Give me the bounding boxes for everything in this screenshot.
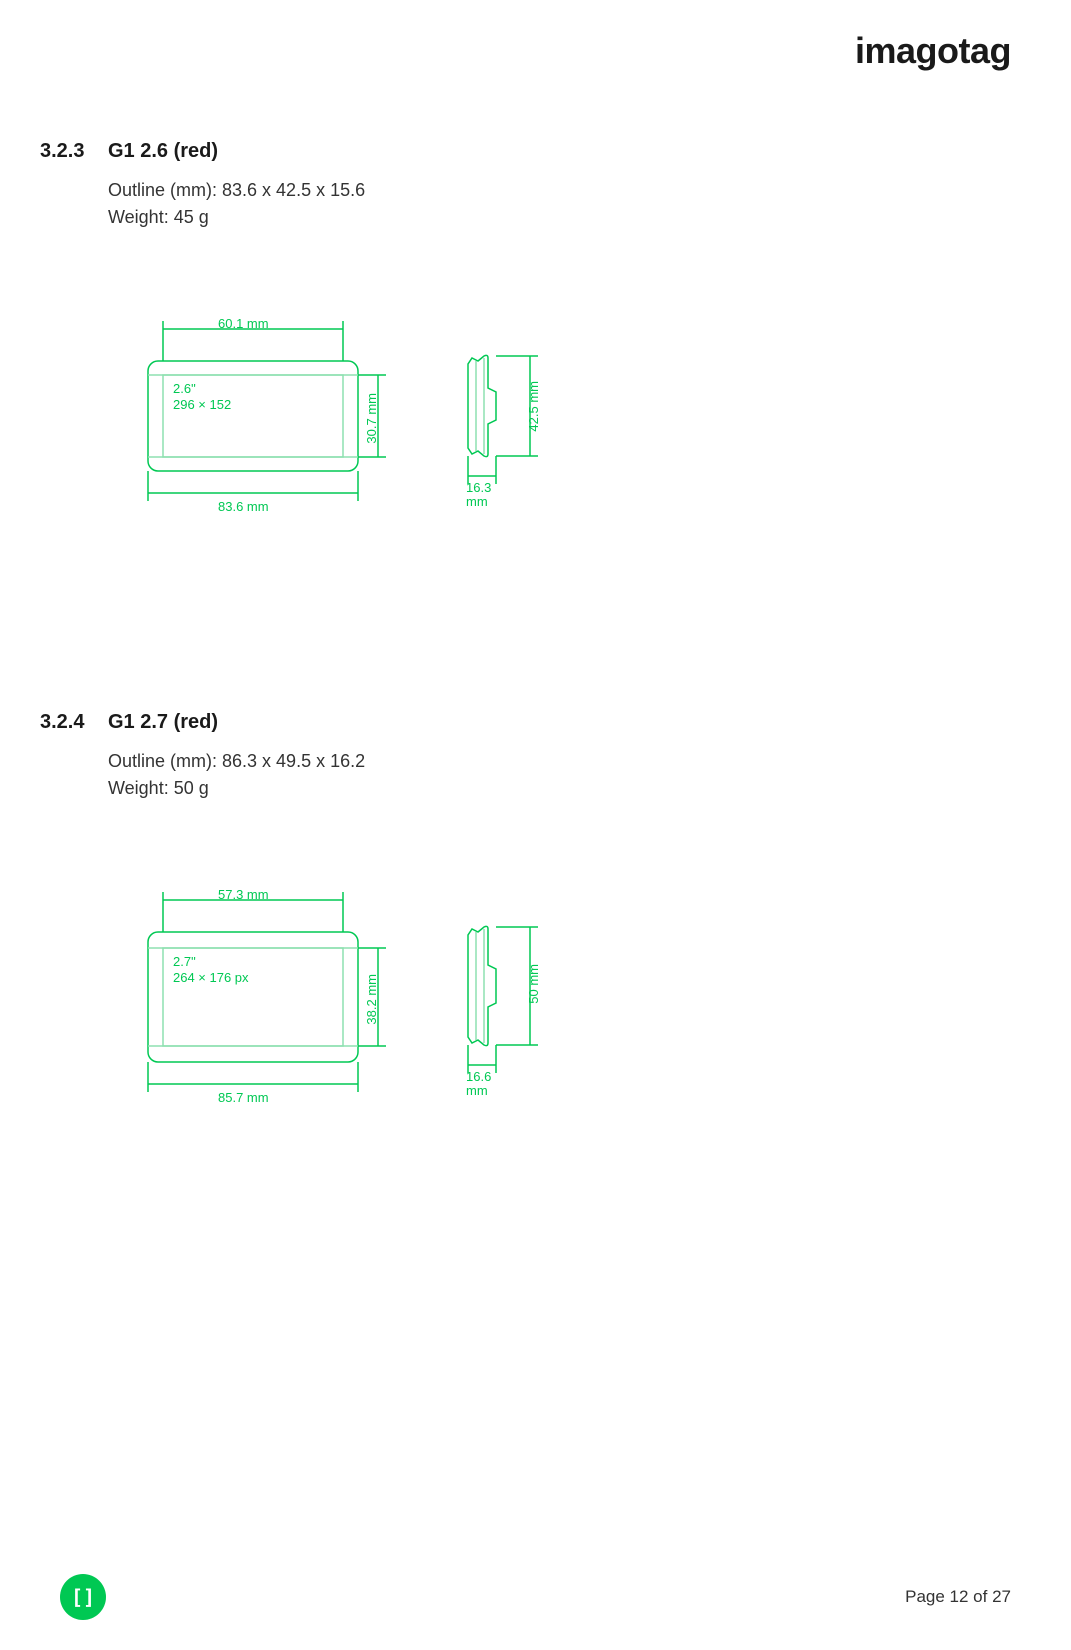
screen-res-label: 296 × 152	[173, 397, 231, 412]
dim-side-depth: 16.6 mm	[466, 1070, 491, 1099]
outline-spec: Outline (mm): 86.3 x 49.5 x 16.2	[108, 748, 1011, 775]
dim-screen-height: 38.2 mm	[364, 974, 379, 1025]
weight-spec: Weight: 50 g	[108, 775, 1011, 802]
section-number: 3.2.3	[40, 140, 90, 581]
diagram-g1-2-6: 60.1 mm 2.6" 296 × 152 83.6 mm 30.7 mm	[108, 321, 1011, 581]
screen-res-label: 264 × 176 px	[173, 970, 249, 985]
outline-spec: Outline (mm): 83.6 x 42.5 x 15.6	[108, 177, 1011, 204]
dim-top-width: 60.1 mm	[218, 316, 269, 331]
dim-top-width: 57.3 mm	[218, 887, 269, 902]
depth-unit: mm	[466, 1083, 488, 1098]
screen-size-label: 2.7"	[173, 954, 196, 969]
section-title: G1 2.6 (red)	[108, 140, 1011, 163]
dim-screen-height: 30.7 mm	[364, 393, 379, 444]
page-number: Page 12 of 27	[905, 1587, 1011, 1607]
section-body: G1 2.6 (red) Outline (mm): 83.6 x 42.5 x…	[108, 140, 1011, 581]
brand-logo: imagotag	[855, 30, 1011, 72]
section-3-2-4: 3.2.4 G1 2.7 (red) Outline (mm): 86.3 x …	[40, 711, 1011, 1152]
weight-spec: Weight: 45 g	[108, 204, 1011, 231]
diagram-g1-2-7: 57.3 mm 2.7" 264 × 176 px 85.7 mm 38.2 m…	[108, 892, 1011, 1152]
dim-side-depth: 16.3 mm	[466, 481, 491, 510]
dim-side-height: 42.5 mm	[526, 381, 541, 432]
dim-side-height: 50 mm	[526, 964, 541, 1004]
depth-value: 16.6	[466, 1069, 491, 1084]
depth-unit: mm	[466, 494, 488, 509]
depth-value: 16.3	[466, 480, 491, 495]
section-body: G1 2.7 (red) Outline (mm): 86.3 x 49.5 x…	[108, 711, 1011, 1152]
brand-badge-icon: []	[60, 1574, 106, 1620]
dim-bottom-width: 85.7 mm	[218, 1090, 269, 1105]
screen-size-label: 2.6"	[173, 381, 196, 396]
section-number: 3.2.4	[40, 711, 90, 1152]
dim-bottom-width: 83.6 mm	[218, 499, 269, 514]
section-title: G1 2.7 (red)	[108, 711, 1011, 734]
page-footer: [] Page 12 of 27	[0, 1574, 1071, 1620]
section-3-2-3: 3.2.3 G1 2.6 (red) Outline (mm): 83.6 x …	[40, 140, 1011, 581]
page: imagotag 3.2.3 G1 2.6 (red) Outline (mm)…	[0, 0, 1071, 1650]
